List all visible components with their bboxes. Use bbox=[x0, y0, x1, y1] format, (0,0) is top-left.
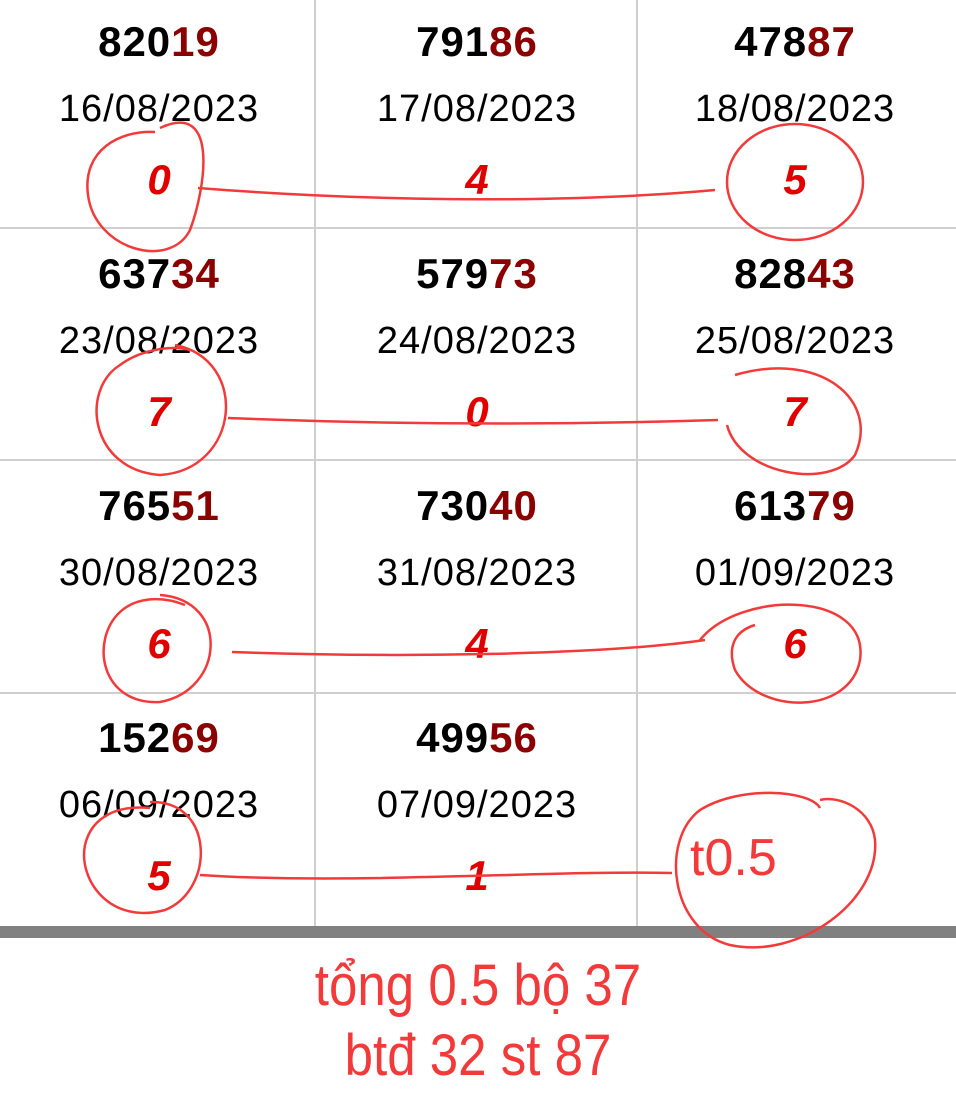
result-number: 47887 bbox=[636, 18, 954, 66]
result-cell: 73040 31/08/2023 4 bbox=[318, 464, 636, 696]
result-cell: 63734 23/08/2023 7 bbox=[0, 232, 318, 464]
result-date: 07/09/2023 bbox=[376, 784, 578, 826]
result-date: 18/08/2023 bbox=[694, 88, 896, 130]
divider bbox=[314, 0, 316, 926]
result-cell: 82843 25/08/2023 7 bbox=[636, 232, 954, 464]
result-cell: 15269 06/09/2023 5 bbox=[0, 696, 318, 928]
result-cell: 79186 17/08/2023 4 bbox=[318, 0, 636, 232]
result-date: 17/08/2023 bbox=[376, 88, 578, 130]
number-head: 820 bbox=[98, 18, 172, 65]
result-cell: 47887 18/08/2023 5 bbox=[636, 0, 954, 232]
result-number: 76551 bbox=[0, 482, 318, 530]
divider bbox=[0, 692, 956, 694]
number-head: 828 bbox=[734, 250, 808, 297]
number-head: 499 bbox=[416, 714, 490, 761]
result-number: 73040 bbox=[318, 482, 636, 530]
result-date: 06/09/2023 bbox=[58, 784, 260, 826]
result-cell: 76551 30/08/2023 6 bbox=[0, 464, 318, 696]
number-tail: 51 bbox=[171, 482, 220, 529]
number-tail: 34 bbox=[171, 250, 220, 297]
number-tail: 56 bbox=[489, 714, 538, 761]
result-date: 01/09/2023 bbox=[694, 552, 896, 594]
summary-line-2: btđ 32 st 87 bbox=[344, 1023, 612, 1088]
result-date: 31/08/2023 bbox=[376, 552, 578, 594]
digit-sum: 4 bbox=[465, 156, 489, 203]
result-cell: 57973 24/08/2023 0 bbox=[318, 232, 636, 464]
result-number: 79186 bbox=[318, 18, 636, 66]
result-date: 30/08/2023 bbox=[58, 552, 260, 594]
number-tail: 87 bbox=[807, 18, 856, 65]
result-cell: 82019 16/08/2023 0 bbox=[0, 0, 318, 232]
summary-line-1: tổng 0.5 bộ 37 bbox=[314, 953, 642, 1018]
number-head: 765 bbox=[98, 482, 172, 529]
number-tail: 73 bbox=[489, 250, 538, 297]
digit-sum: 4 bbox=[465, 620, 489, 667]
result-number: 63734 bbox=[0, 250, 318, 298]
digit-sum: 0 bbox=[147, 156, 171, 203]
number-head: 637 bbox=[98, 250, 172, 297]
digit-sum: 7 bbox=[783, 388, 807, 435]
digit-sum: 5 bbox=[783, 156, 807, 203]
handwritten-note: t0.5 bbox=[690, 829, 777, 887]
number-tail: 69 bbox=[171, 714, 220, 761]
result-number: 82843 bbox=[636, 250, 954, 298]
bottom-divider bbox=[0, 926, 956, 938]
number-head: 613 bbox=[734, 482, 808, 529]
result-number: 61379 bbox=[636, 482, 954, 530]
result-number: 15269 bbox=[0, 714, 318, 762]
number-tail: 79 bbox=[807, 482, 856, 529]
digit-sum: 5 bbox=[147, 852, 171, 899]
result-number: 82019 bbox=[0, 18, 318, 66]
number-tail: 40 bbox=[489, 482, 538, 529]
number-head: 730 bbox=[416, 482, 490, 529]
digit-sum: 6 bbox=[147, 620, 171, 667]
result-date: 23/08/2023 bbox=[58, 320, 260, 362]
digit-sum: 6 bbox=[783, 620, 807, 667]
digit-sum: 1 bbox=[465, 852, 489, 899]
number-head: 579 bbox=[416, 250, 490, 297]
result-date: 24/08/2023 bbox=[376, 320, 578, 362]
result-cell: 49956 07/09/2023 1 bbox=[318, 696, 636, 928]
number-tail: 43 bbox=[807, 250, 856, 297]
number-head: 791 bbox=[416, 18, 490, 65]
number-head: 152 bbox=[98, 714, 172, 761]
digit-sum: 0 bbox=[465, 388, 489, 435]
results-grid: 82019 16/08/2023 0 79186 17/08/2023 4 4788… bbox=[0, 0, 956, 926]
number-head: 478 bbox=[734, 18, 808, 65]
divider bbox=[0, 459, 956, 461]
number-tail: 86 bbox=[489, 18, 538, 65]
digit-sum: 7 bbox=[147, 388, 171, 435]
divider bbox=[0, 227, 956, 229]
result-number: 49956 bbox=[318, 714, 636, 762]
result-number: 57973 bbox=[318, 250, 636, 298]
result-date: 25/08/2023 bbox=[694, 320, 896, 362]
number-tail: 19 bbox=[171, 18, 220, 65]
divider bbox=[636, 0, 638, 926]
result-date: 16/08/2023 bbox=[58, 88, 260, 130]
result-cell: 61379 01/09/2023 6 bbox=[636, 464, 954, 696]
